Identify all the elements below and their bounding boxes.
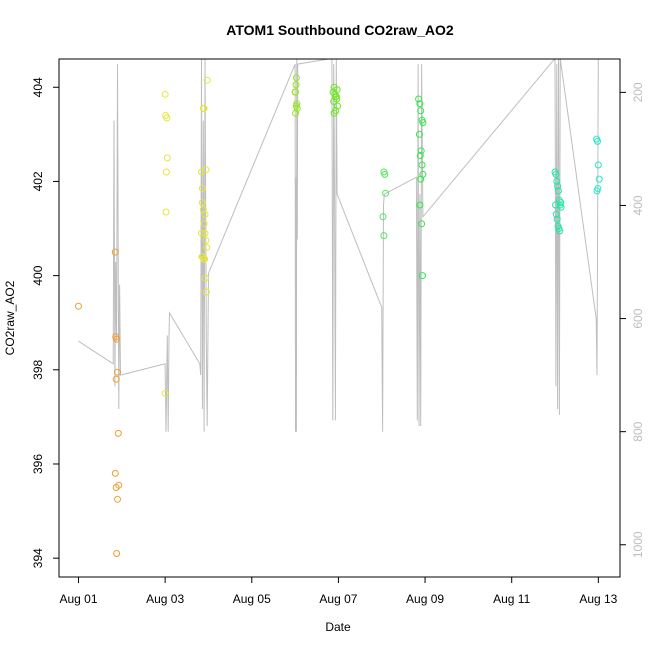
y-tick-label: 400 [31,265,45,285]
data-point [203,76,211,84]
data-point [202,288,210,296]
data-point [292,74,300,82]
data-point [114,495,121,503]
y-right-tick-label: 600 [631,308,645,328]
data-point [419,272,426,280]
x-tick-label: Aug 13 [579,592,617,606]
data-point [162,168,170,176]
data-point [293,100,301,108]
data-point [200,220,208,228]
data-point [75,302,82,310]
data-point [200,104,208,112]
x-tick-label: Aug 09 [406,592,444,606]
data-point [417,175,425,183]
data-point [161,90,169,98]
y-right-tick-label: 1000 [631,531,645,558]
data-point [292,109,299,117]
data-point [555,187,562,195]
y-tick-label: 404 [31,77,45,97]
y-tick-label: 402 [31,171,45,191]
x-tick-label: Aug 11 [493,592,530,606]
data-point [162,208,170,216]
data-point [552,210,560,218]
data-point [201,229,209,237]
data-point [552,170,560,178]
y-right-tick-label: 800 [631,421,645,441]
data-point [380,232,388,240]
y-right-tick-label: 400 [631,195,645,215]
data-point [332,93,340,101]
x-axis-label: Date [325,620,351,634]
data-point [112,333,120,341]
chart-title: ATOM1 Southbound CO2raw_AO2 [226,22,454,38]
data-point [201,274,209,282]
data-point [198,199,206,207]
data-point [418,161,426,169]
data-point [594,137,601,145]
data-point [554,182,562,190]
data-point [198,229,205,237]
x-tick-label: Aug 07 [319,592,357,606]
plot-frame [58,58,621,578]
data-point [333,86,341,94]
data-point [417,147,425,155]
data-point [415,130,423,138]
data-point [557,199,565,207]
data-point [379,213,387,221]
data-point [113,550,121,557]
data-point [416,201,424,209]
data-point [112,375,120,383]
data-point [163,154,171,162]
data-point [553,215,561,223]
data-point [553,177,561,185]
data-point [594,161,602,169]
data-point [381,170,389,178]
data-point [198,185,206,192]
data-point [292,88,299,96]
y-tick-label: 394 [31,548,45,568]
data-point [292,81,300,89]
data-point [416,100,424,108]
chart-marks: Aug 01 Aug 03 Aug 05 Aug 07 Aug 09 Aug 11 Aug … [31,59,645,606]
data-point [334,102,342,110]
x-tick-label: Aug 03 [146,592,184,606]
data-point [111,248,119,256]
data-point [201,210,209,218]
data-point [418,220,426,228]
data-point [199,206,207,214]
data-point [595,175,603,183]
y-tick-label: 396 [31,454,45,474]
data-point [382,189,390,197]
x-tick-label: Aug 05 [233,592,271,606]
data-point [201,255,209,263]
data-point [416,152,424,159]
x-tick-label: Aug 01 [59,592,97,606]
data-point [111,469,119,477]
data-point [202,166,210,174]
data-point [162,112,170,119]
y-tick-label: 398 [31,359,45,379]
data-point [114,368,121,376]
y-axis-label: CO2raw_AO2 [3,280,17,355]
data-point [594,185,602,192]
data-point [202,236,210,244]
right-series-line [78,59,599,432]
data-point [332,107,340,115]
data-point [556,227,564,235]
data-point [292,102,300,110]
data-point [112,484,120,491]
data-point [161,389,169,397]
data-point [419,119,427,127]
data-point [415,95,423,103]
data-point [114,429,122,437]
data-point [417,107,425,115]
data-point [203,243,211,251]
y-right-tick-label: 200 [631,82,645,102]
